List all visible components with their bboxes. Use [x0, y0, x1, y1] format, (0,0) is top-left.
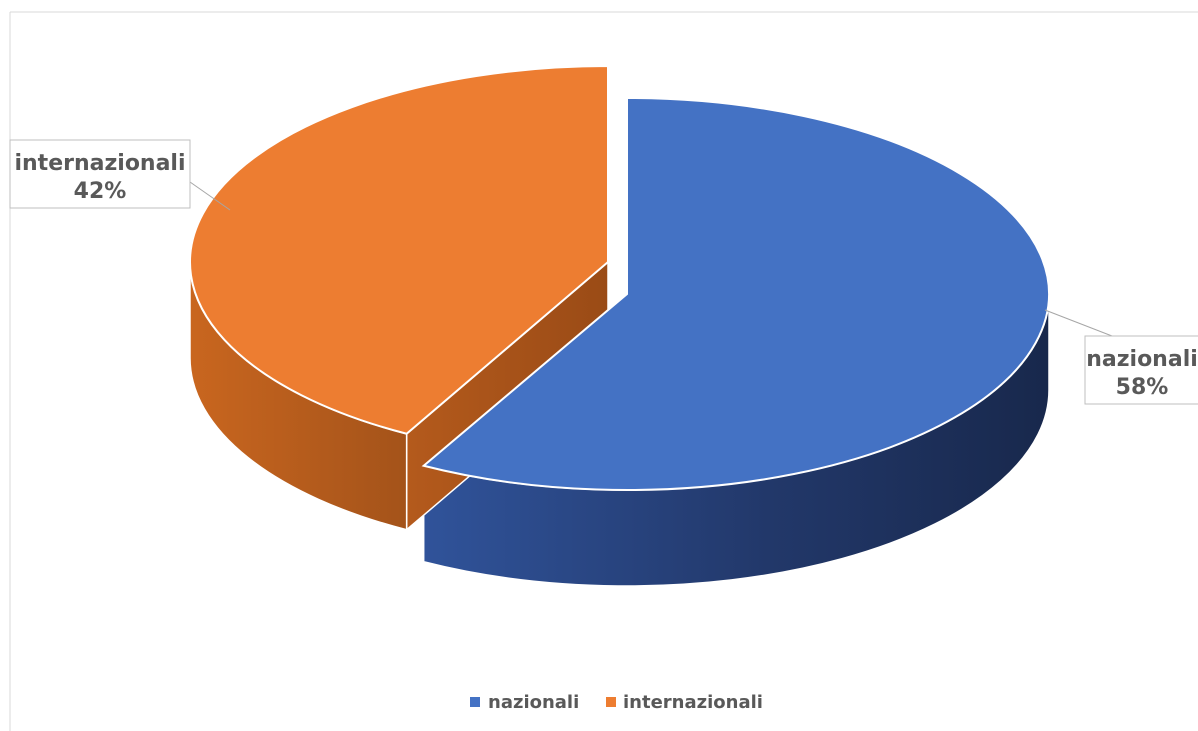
- data-label-nazionali: nazionali 58%: [1044, 309, 1198, 405]
- legend: nazionali internazionali: [470, 692, 763, 713]
- data-label-internazionali: internazionali 42%: [9, 139, 231, 211]
- leader-line-nazionali: [1044, 309, 1113, 337]
- chart-area-border: [9, 11, 1198, 731]
- data-label-value: 58%: [1116, 375, 1169, 400]
- data-label-category: nazionali: [1086, 347, 1198, 372]
- data-label-category: internazionali: [14, 151, 185, 176]
- data-label-value: 42%: [74, 179, 127, 204]
- pie-tops: [189, 64, 1050, 491]
- legend-swatch-nazionali: [470, 697, 480, 707]
- pie-slice-nazionali: [421, 96, 1050, 491]
- legend-label-internazionali: internazionali: [623, 692, 763, 713]
- leader-line-internazionali: [189, 181, 231, 211]
- legend-label-nazionali: nazionali: [488, 692, 579, 713]
- pie-slice-internazionali: [189, 64, 609, 435]
- legend-swatch-internazionali: [606, 697, 616, 707]
- callout-box-internazionali: [9, 139, 191, 209]
- callout-box-nazionali: [1084, 335, 1198, 405]
